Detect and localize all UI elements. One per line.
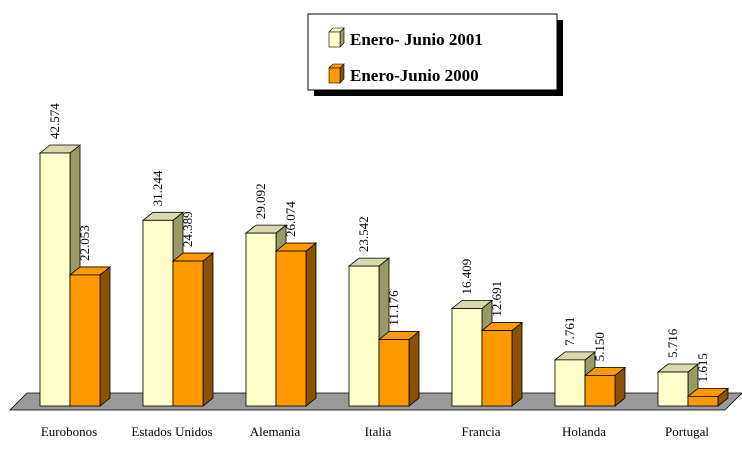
legend-swatch (328, 31, 341, 48)
bar (481, 330, 513, 407)
value-label: 29.092 (253, 183, 268, 219)
legend-swatch (328, 67, 341, 84)
bar (554, 359, 586, 407)
bar (172, 260, 204, 407)
bar (687, 396, 719, 407)
value-label: 7.761 (562, 317, 577, 346)
x-tick-label: Holanda (561, 424, 607, 439)
value-label: 11.176 (386, 290, 401, 326)
legend-label: Enero-Junio 2000 (350, 66, 479, 85)
value-label: 24.389 (180, 211, 195, 247)
value-label: 42.574 (47, 103, 62, 139)
x-tick-label: Portugal (664, 424, 710, 439)
bar-side (305, 242, 317, 407)
value-label: 22.053 (77, 225, 92, 261)
legend (307, 13, 558, 91)
bar-side (99, 266, 111, 407)
value-label: 23.542 (356, 216, 371, 252)
bar (142, 219, 174, 407)
bar (39, 152, 71, 407)
bar (657, 371, 689, 407)
bar (378, 339, 410, 407)
bar-side (511, 321, 523, 407)
x-tick-label: Estados Unidos (131, 424, 213, 439)
value-label: 1.615 (695, 353, 710, 382)
bar-side (202, 252, 214, 407)
bar (451, 308, 483, 407)
bar (275, 250, 307, 407)
bar (348, 265, 380, 407)
legend-label: Enero- Junio 2001 (350, 30, 483, 49)
value-label: 31.244 (150, 170, 165, 206)
value-label: 5.150 (592, 332, 607, 361)
x-tick-label: Italia (364, 424, 392, 439)
value-label: 5.716 (665, 328, 680, 358)
bar (584, 374, 616, 407)
value-label: 12.691 (489, 281, 504, 317)
bar (245, 232, 277, 407)
x-tick-label: Francia (461, 424, 501, 439)
bar-side (408, 330, 420, 407)
value-label: 26.074 (283, 201, 298, 237)
bar (69, 274, 101, 407)
x-tick-label: Eurobonos (40, 424, 98, 439)
x-tick-label: Alemania (249, 424, 301, 439)
value-label: 16.409 (459, 259, 474, 295)
